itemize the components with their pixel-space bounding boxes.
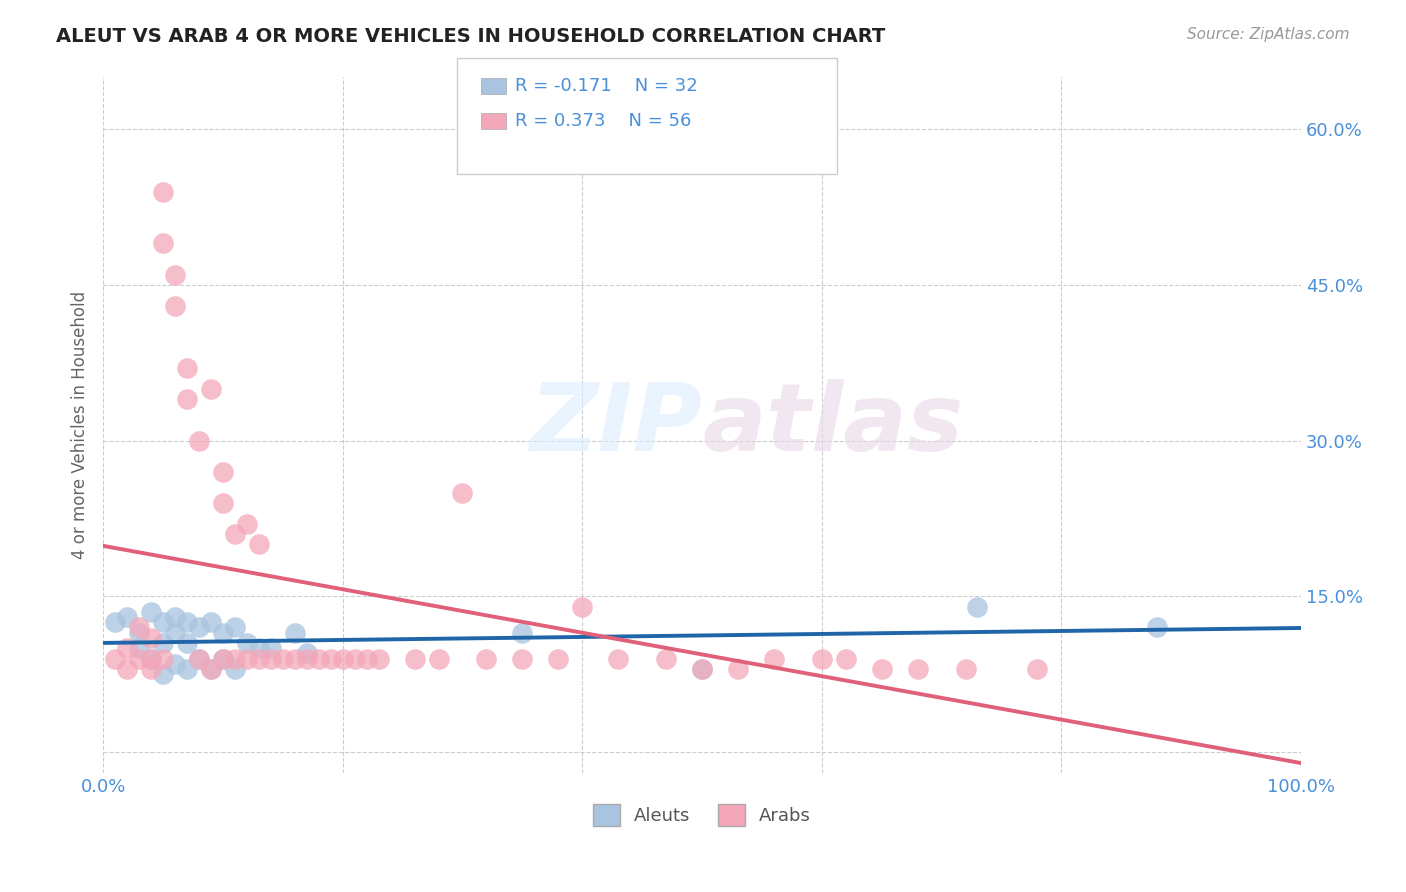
Point bbox=[188, 651, 211, 665]
Text: ALEUT VS ARAB 4 OR MORE VEHICLES IN HOUSEHOLD CORRELATION CHART: ALEUT VS ARAB 4 OR MORE VEHICLES IN HOUS… bbox=[56, 27, 886, 45]
Text: atlas: atlas bbox=[702, 379, 963, 471]
Point bbox=[139, 651, 162, 665]
Point bbox=[224, 527, 246, 541]
Point bbox=[104, 651, 127, 665]
Point bbox=[690, 662, 713, 676]
Point bbox=[152, 636, 174, 650]
Point bbox=[475, 651, 498, 665]
Point bbox=[356, 651, 378, 665]
Point bbox=[163, 299, 186, 313]
Point bbox=[260, 651, 283, 665]
Point bbox=[655, 651, 678, 665]
Y-axis label: 4 or more Vehicles in Household: 4 or more Vehicles in Household bbox=[72, 291, 89, 559]
Point bbox=[212, 625, 235, 640]
Point bbox=[224, 651, 246, 665]
Point bbox=[343, 651, 366, 665]
Point bbox=[163, 610, 186, 624]
Point bbox=[212, 496, 235, 510]
Point bbox=[139, 605, 162, 619]
Point bbox=[163, 268, 186, 282]
Point bbox=[236, 636, 259, 650]
Point bbox=[512, 625, 534, 640]
Point bbox=[188, 434, 211, 448]
Text: ZIP: ZIP bbox=[529, 379, 702, 471]
Point bbox=[260, 641, 283, 656]
Point bbox=[152, 667, 174, 681]
Point bbox=[966, 599, 988, 614]
Point bbox=[247, 641, 270, 656]
Point bbox=[188, 620, 211, 634]
Point bbox=[152, 236, 174, 251]
Point bbox=[690, 662, 713, 676]
Point bbox=[332, 651, 354, 665]
Point bbox=[367, 651, 389, 665]
Point bbox=[176, 361, 198, 376]
Point bbox=[224, 662, 246, 676]
Point bbox=[188, 651, 211, 665]
Point bbox=[128, 651, 150, 665]
Point bbox=[512, 651, 534, 665]
Point bbox=[200, 615, 222, 630]
Point bbox=[212, 651, 235, 665]
Point bbox=[224, 620, 246, 634]
Point bbox=[139, 651, 162, 665]
Point bbox=[295, 651, 318, 665]
Point bbox=[451, 485, 474, 500]
Point bbox=[212, 465, 235, 479]
Point bbox=[284, 651, 307, 665]
Point bbox=[308, 651, 330, 665]
Point bbox=[176, 636, 198, 650]
Point bbox=[115, 662, 138, 676]
Point bbox=[907, 662, 929, 676]
Text: R = 0.373    N = 56: R = 0.373 N = 56 bbox=[515, 112, 690, 130]
Text: Source: ZipAtlas.com: Source: ZipAtlas.com bbox=[1187, 27, 1350, 42]
Point bbox=[870, 662, 893, 676]
Point bbox=[128, 641, 150, 656]
Point bbox=[236, 651, 259, 665]
Point bbox=[128, 625, 150, 640]
Point bbox=[404, 651, 426, 665]
Point bbox=[163, 657, 186, 671]
Point bbox=[152, 615, 174, 630]
Point bbox=[176, 392, 198, 406]
Point bbox=[163, 625, 186, 640]
Point bbox=[139, 662, 162, 676]
Point bbox=[295, 647, 318, 661]
Point bbox=[247, 537, 270, 551]
Legend: Aleuts, Arabs: Aleuts, Arabs bbox=[585, 797, 818, 833]
Point bbox=[212, 651, 235, 665]
Point bbox=[1026, 662, 1049, 676]
Point bbox=[139, 631, 162, 645]
Point bbox=[271, 651, 294, 665]
Point bbox=[200, 382, 222, 396]
Point bbox=[115, 610, 138, 624]
Point bbox=[152, 651, 174, 665]
Point bbox=[955, 662, 977, 676]
Point bbox=[607, 651, 630, 665]
Point bbox=[571, 599, 593, 614]
Point bbox=[727, 662, 749, 676]
Point bbox=[152, 185, 174, 199]
Point bbox=[200, 662, 222, 676]
Point bbox=[762, 651, 785, 665]
Point bbox=[427, 651, 450, 665]
Point bbox=[200, 662, 222, 676]
Point bbox=[835, 651, 858, 665]
Point bbox=[547, 651, 569, 665]
Point bbox=[128, 620, 150, 634]
Point bbox=[236, 516, 259, 531]
Point bbox=[319, 651, 342, 665]
Point bbox=[176, 662, 198, 676]
Point bbox=[810, 651, 832, 665]
Point bbox=[284, 625, 307, 640]
Point bbox=[1146, 620, 1168, 634]
Point bbox=[176, 615, 198, 630]
Point bbox=[115, 641, 138, 656]
Text: R = -0.171    N = 32: R = -0.171 N = 32 bbox=[515, 77, 697, 95]
Point bbox=[247, 651, 270, 665]
Point bbox=[104, 615, 127, 630]
